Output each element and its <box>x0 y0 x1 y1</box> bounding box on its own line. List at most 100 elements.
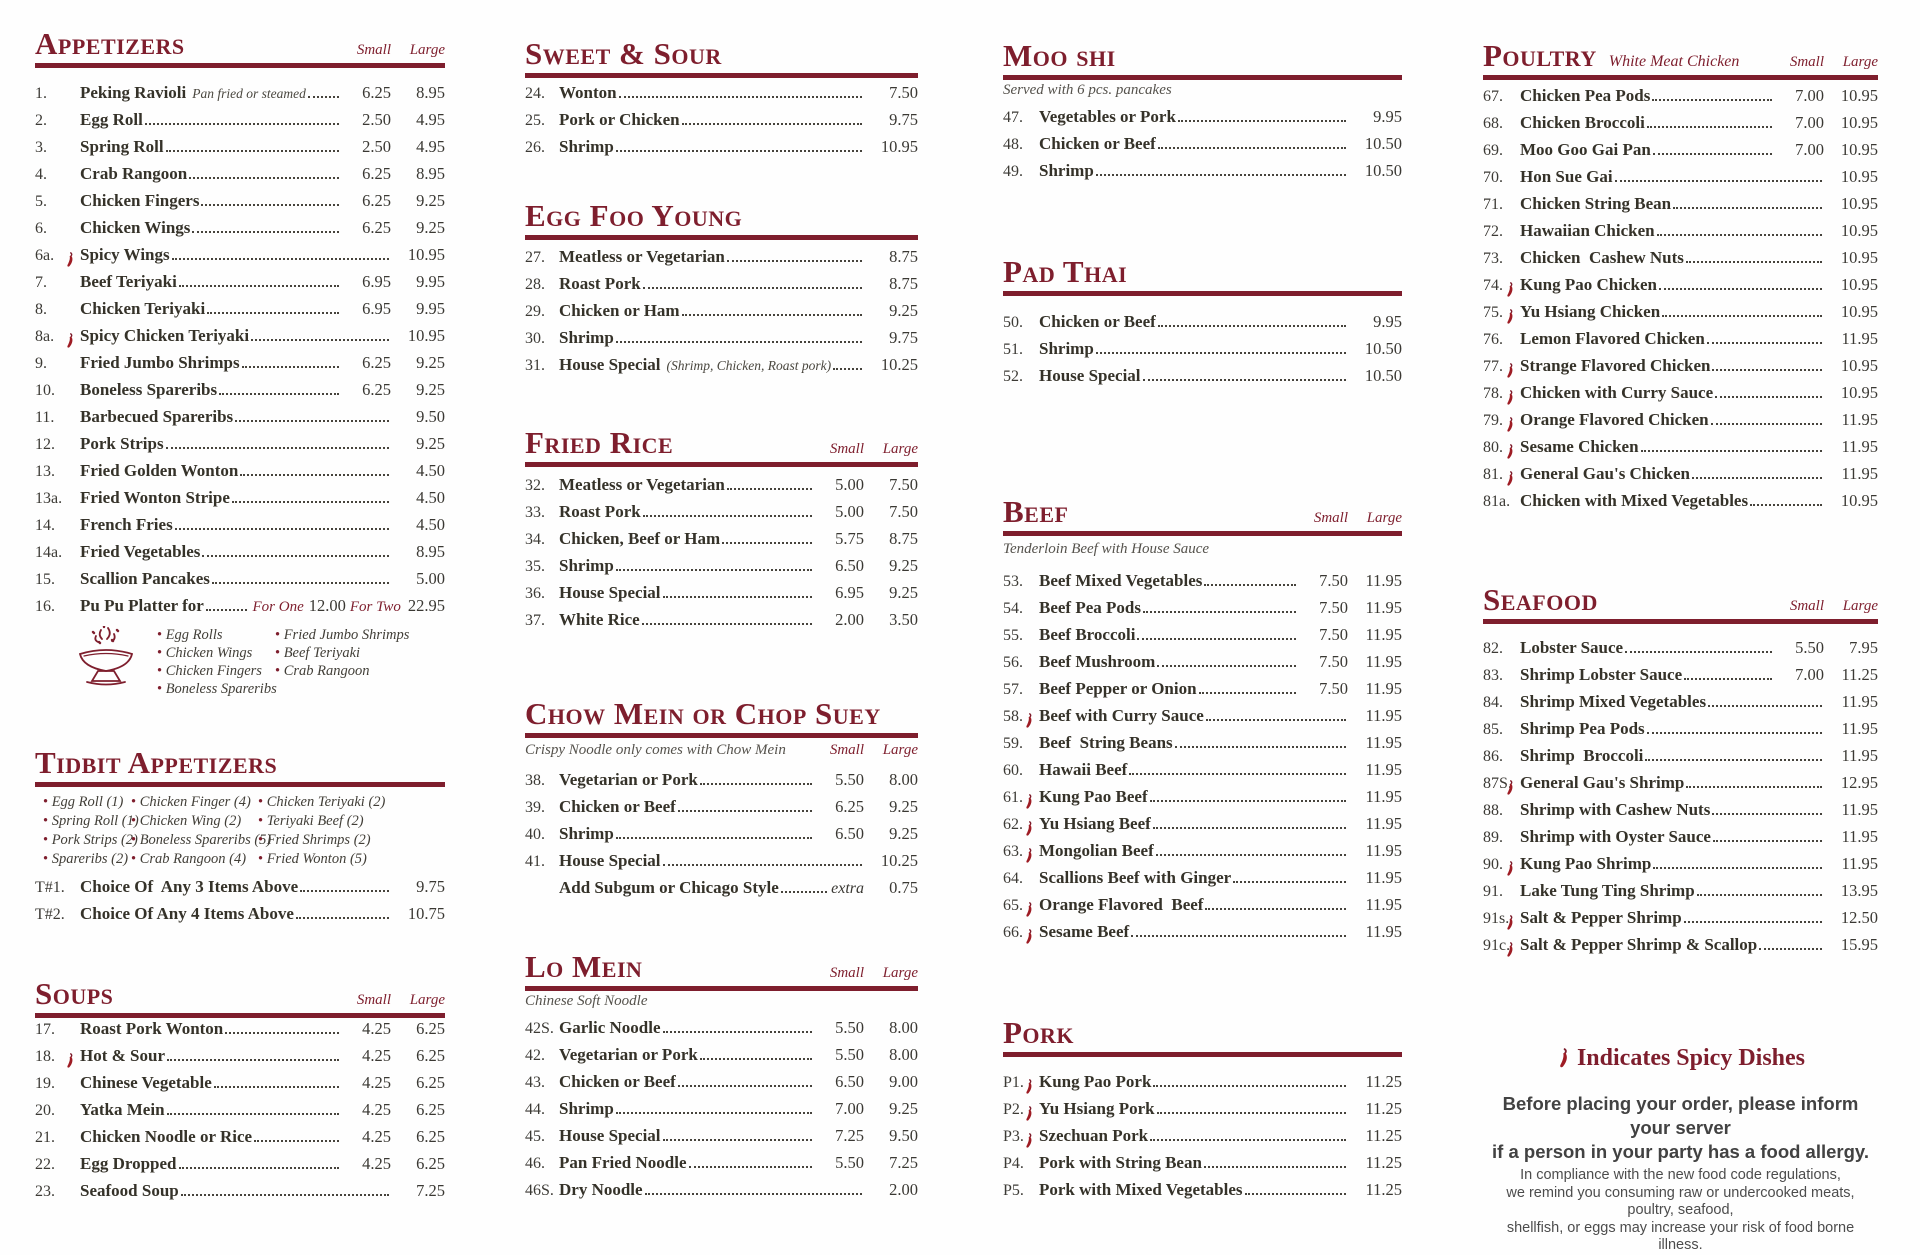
menu-item-row: 78. Chicken with Curry Sauce 10.95 <box>1483 383 1878 410</box>
price-large: 15.95 <box>1840 934 1878 954</box>
item-number: 34. <box>525 530 545 548</box>
price-large: 9.25 <box>416 190 445 210</box>
item-name: Chicken or Beef <box>559 1071 676 1091</box>
spicy-dishes-legend: Indicates Spicy Dishes <box>1483 1045 1878 1072</box>
section-items: 17. Roast Pork Wonton 4.25 6.25 18. Hot & Sou… <box>35 1019 445 1208</box>
item-name: Szechuan Pork <box>1039 1125 1149 1145</box>
section-items: T#1. Choice Of Any 3 Items Above 9.75 T#2. C… <box>35 877 445 931</box>
item-number: 70. <box>1483 168 1503 186</box>
item-name: Chicken Teriyaki <box>80 298 206 318</box>
chili-pepper-icon <box>1026 820 1032 836</box>
item-name: Chicken Fingers <box>80 190 200 210</box>
bullet-item: Chicken Finger (4) <box>131 793 258 812</box>
menu-item-row: 64. Scallions Beef with Ginger 11.95 <box>1003 868 1402 895</box>
item-number: 89. <box>1483 828 1503 846</box>
price-small: 6.95 <box>362 298 391 318</box>
chili-pepper-icon <box>1026 847 1032 863</box>
price-large: 11.25 <box>1841 664 1878 684</box>
dotted-leader <box>662 1138 812 1141</box>
menu-item-row: 61. Kung Pao Beef 11.95 <box>1003 787 1402 814</box>
item-name: Fried Wonton Stripe <box>80 487 230 507</box>
dotted-leader <box>1244 1192 1346 1195</box>
item-name: Spicy Wings <box>80 244 170 264</box>
bullet-column: Chicken Teriyaki (2)Teriyaki Beef (2)Fri… <box>258 793 386 869</box>
item-number: 24. <box>525 84 545 102</box>
bullet-column: Chicken Finger (4)Chicken Wing (2)Bonele… <box>131 793 272 869</box>
chili-pepper-icon <box>1023 1105 1034 1122</box>
item-name: Yu Hsiang Beef <box>1039 813 1151 833</box>
item-number: 59. <box>1003 734 1023 752</box>
item-number: 38. <box>525 771 545 789</box>
menu-item-row: 70. Hon Sue Gai 10.95 <box>1483 167 1878 194</box>
item-number: 49. <box>1003 162 1023 180</box>
dotted-leader <box>1710 422 1822 425</box>
price-small: 6.25 <box>362 217 391 237</box>
allergy-notice-line2: if a person in your party has a food all… <box>1492 1141 1869 1162</box>
price-large: 7.50 <box>889 501 918 521</box>
item-number: 8a. <box>35 327 55 345</box>
menu-item-row: 8a. Spicy Chicken Teriyaki 10.95 <box>35 326 445 353</box>
item-number: 53. <box>1003 572 1023 590</box>
dotted-leader <box>235 419 389 422</box>
menu-item-row: 80. Sesame Chicken 11.95 <box>1483 437 1878 464</box>
item-number: P3. <box>1003 1127 1024 1145</box>
dotted-leader <box>178 1166 339 1169</box>
dotted-leader <box>699 782 812 785</box>
chili-pepper-icon <box>1504 362 1515 379</box>
chili-pepper-icon <box>1507 443 1513 459</box>
price-large: 9.95 <box>1373 106 1402 126</box>
menu-item-row: 47. Vegetables or Pork 9.95 <box>1003 107 1402 134</box>
price-small: 7.00 <box>1795 664 1824 684</box>
item-number: 91. <box>1483 882 1503 900</box>
dotted-leader <box>1715 395 1822 398</box>
item-name: Kung Pao Chicken <box>1520 274 1657 294</box>
item-number: 71. <box>1483 195 1503 213</box>
section-tidbit-appetizers: Tidbit Appetizers Egg Roll (1)Spring Roll… <box>35 746 445 931</box>
price-large: 10.95 <box>1840 490 1878 510</box>
size-label-large: Large <box>882 441 918 457</box>
menu-item-row: 16. Pu Pu Platter for For One 12.00 For Two 2… <box>35 596 445 623</box>
item-number: 37. <box>525 611 545 629</box>
item-name: Yatka Mein <box>80 1099 165 1119</box>
dotted-leader <box>1686 785 1822 788</box>
dotted-leader <box>165 149 339 152</box>
menu-item-row: 2. Egg Roll 2.50 4.95 <box>35 110 445 137</box>
menu-item-row: P5. Pork with Mixed Vegetables 11.25 <box>1003 1180 1402 1207</box>
dotted-leader <box>178 284 339 287</box>
menu-item-row: 7. Beef Teriyaki 6.95 9.95 <box>35 272 445 299</box>
menu-item-row: 14a. Fried Vegetables 8.95 <box>35 542 445 569</box>
dotted-leader <box>241 365 339 368</box>
item-number: 46. <box>525 1154 545 1172</box>
menu-item-row: 62. Yu Hsiang Beef 11.95 <box>1003 814 1402 841</box>
price-large: 9.95 <box>416 271 445 291</box>
food-code-notice-line2: we remind you consuming raw or undercook… <box>1506 1184 1855 1219</box>
price-large: 10.50 <box>1364 365 1402 385</box>
item-number: 7. <box>35 273 47 291</box>
item-number: 30. <box>525 329 545 347</box>
menu-item-row: 81. General Gau's Chicken 11.95 <box>1483 464 1878 491</box>
item-name: Pork Strips <box>80 433 164 453</box>
item-number: 81a. <box>1483 492 1511 510</box>
dotted-leader <box>205 608 247 611</box>
price-large: 0.75 <box>889 877 918 897</box>
item-name: Roast Pork <box>559 273 641 293</box>
item-number: P1. <box>1003 1073 1024 1091</box>
dotted-leader <box>219 392 339 395</box>
item-name: Chicken Broccoli <box>1520 112 1645 132</box>
dotted-leader <box>1155 853 1346 856</box>
menu-item-row: 23. Seafood Soup 7.25 <box>35 1181 445 1208</box>
section-title: Soups <box>35 976 114 1011</box>
menu-item-row: 33. Roast Pork 5.00 7.50 <box>525 502 918 529</box>
item-number: T#2. <box>35 905 65 923</box>
item-name: Vegetarian or Pork <box>559 1044 698 1064</box>
price-small: 6.25 <box>835 796 864 816</box>
menu-item-row: 31. House Special (Shrimp, Chicken, Roast … <box>525 355 918 382</box>
chili-pepper-icon <box>1507 470 1513 486</box>
menu-item-row: 21. Chicken Noodle or Rice 4.25 6.25 <box>35 1127 445 1154</box>
item-name: Sesame Chicken <box>1520 436 1639 456</box>
section-title: Beef <box>1003 494 1069 529</box>
dotted-leader <box>1750 503 1822 506</box>
pupu-platter-illustration <box>78 623 134 685</box>
menu-item-row: 49. Shrimp 10.50 <box>1003 161 1402 188</box>
item-number: 61. <box>1003 788 1023 806</box>
